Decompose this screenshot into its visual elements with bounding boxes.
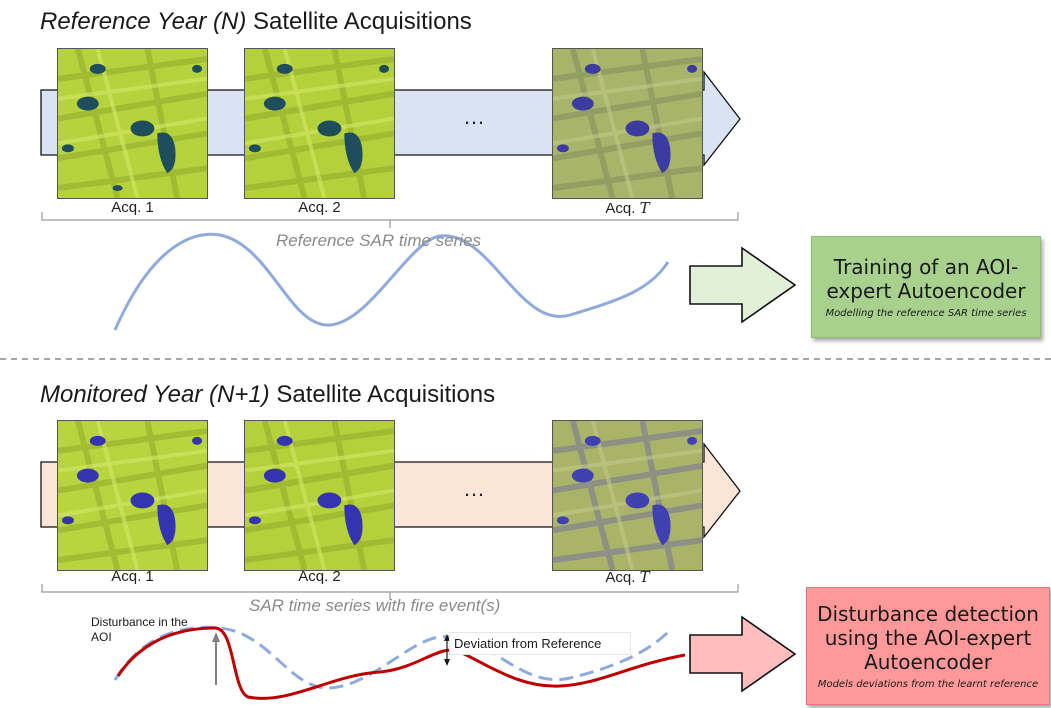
- monitored-year-title-italic: Monitored Year (N+1): [40, 381, 270, 408]
- reference-acquisition-t-label: Acq. T: [552, 199, 703, 217]
- monitored-acquisition-t-label: Acq. T: [552, 568, 703, 586]
- reference-acquisition-2-label: Acq. 2: [298, 199, 341, 216]
- disturbed-sar-curve: [116, 626, 686, 700]
- training-flow-arrow: [689, 246, 797, 324]
- reference-sar-curve: [113, 232, 670, 331]
- training-autoencoder-title: Training of an AOI-expert Autoencoder: [826, 254, 1026, 303]
- monitored-year-title: Monitored Year (N+1) Satellite Acquisiti…: [40, 381, 495, 409]
- deviation-arrow-head-bottom: [444, 659, 450, 666]
- reference-ellipsis: …: [463, 104, 487, 129]
- detection-flow-arrow: [689, 615, 797, 693]
- monitored-acquisition-t-symbol: T: [639, 568, 650, 586]
- disturbance-arrow-head: [212, 632, 220, 642]
- detection-autoencoder-box: Disturbance detection using the AOI-expe…: [806, 587, 1050, 705]
- reference-acquisition-t-image: [552, 48, 703, 199]
- monitored-year-title-rest: Satellite Acquisitions: [269, 381, 496, 408]
- deviation-arrow-head-top: [444, 634, 450, 641]
- reference-year-title: Reference Year (N) Satellite Acquisition…: [40, 8, 472, 36]
- reference-acquisition-2-image: [244, 48, 395, 199]
- training-autoencoder-subtitle: Modelling the reference SAR time series: [825, 307, 1027, 319]
- reference-year-title-italic: Reference Year (N): [40, 8, 247, 35]
- reference-series-label: Reference SAR time series: [276, 231, 482, 250]
- detection-autoencoder-subtitle: Models deviations from the learnt refere…: [817, 678, 1039, 690]
- monitored-acquisition-t-prefix: Acq.: [605, 569, 636, 586]
- monitored-acquisition-brace: [41, 584, 739, 600]
- monitored-acquisition-2-image: [244, 420, 395, 571]
- reference-acquisition-1-image: [57, 48, 208, 199]
- reference-acquisition-brace: [41, 212, 739, 228]
- monitored-acquisition-t-image: [552, 420, 703, 571]
- reference-acquisition-t-prefix: Acq.: [605, 200, 636, 217]
- reference-acquisition-t-symbol: T: [639, 199, 650, 217]
- deviation-label: Deviation from Reference: [449, 632, 631, 655]
- detection-autoencoder-title: Disturbance detection using the AOI-expe…: [817, 601, 1039, 674]
- training-autoencoder-box: Training of an AOI-expert Autoencoder Mo…: [811, 236, 1041, 338]
- monitored-ellipsis: …: [463, 476, 487, 501]
- monitored-acquisition-1-label: Acq. 1: [111, 568, 154, 585]
- reference-year-title-rest: Satellite Acquisitions: [246, 8, 472, 35]
- monitored-acquisition-1-image: [57, 420, 208, 571]
- monitored-series-label: SAR time series with fire event(s): [249, 596, 501, 615]
- monitored-acquisition-2-label: Acq. 2: [298, 568, 341, 585]
- disturbance-label: Disturbance in the AOI: [91, 615, 188, 644]
- reference-acquisition-1-label: Acq. 1: [111, 199, 154, 216]
